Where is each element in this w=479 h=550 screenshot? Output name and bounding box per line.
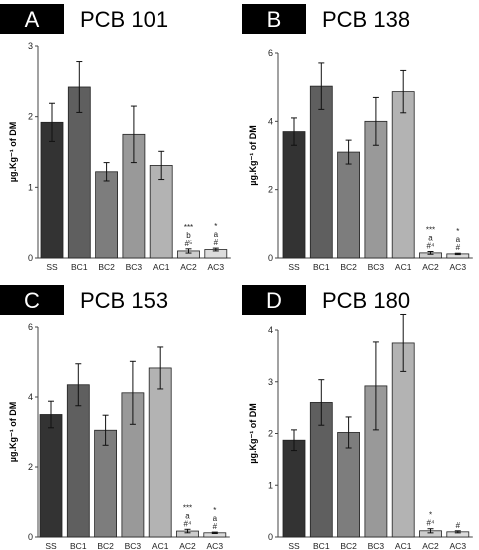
category-label: AC2 bbox=[422, 541, 439, 550]
chart-panel-c: C PCB 153 0 2 4 6 µg.Kg⁻¹ of DM SS BC1 BC2 BC3 AC1 A… bbox=[0, 285, 230, 550]
bar-ac1 bbox=[148, 367, 172, 538]
significance-annotation: a bbox=[428, 234, 433, 243]
y-tick-label: 1 bbox=[268, 480, 273, 490]
bar-ac1 bbox=[391, 91, 415, 259]
category-label: BC1 bbox=[313, 262, 330, 272]
category-label: BC2 bbox=[340, 541, 357, 550]
category-label: BC3 bbox=[126, 262, 143, 272]
significance-annotation: * bbox=[213, 506, 216, 515]
chart-title: PCB 180 bbox=[322, 288, 410, 313]
bar-ss bbox=[282, 439, 306, 538]
significance-annotation: a bbox=[213, 514, 218, 523]
significance-annotation: b bbox=[186, 231, 191, 240]
y-tick-label: 2 bbox=[28, 462, 33, 472]
bar-bc1 bbox=[309, 85, 333, 259]
significance-annotation: *** bbox=[184, 223, 193, 232]
y-tick-label: 0 bbox=[28, 253, 33, 263]
category-label: BC1 bbox=[313, 541, 330, 550]
y-tick-label: 0 bbox=[28, 532, 33, 542]
y-tick-label: 4 bbox=[268, 116, 273, 126]
y-axis-label: µg.Kg⁻¹ of DM bbox=[8, 122, 18, 182]
bar-ac1 bbox=[391, 342, 415, 538]
significance-annotation: #⁴ bbox=[184, 519, 192, 528]
chart-panel-b: B PCB 138 0 2 4 6 µg.Kg⁻¹ of DM SS BC1 BC2 BC3 AC1 A… bbox=[242, 4, 473, 272]
significance-annotation: # bbox=[213, 522, 218, 531]
y-tick-label: 3 bbox=[268, 377, 273, 387]
y-tick-label: 6 bbox=[28, 322, 33, 332]
significance-annotation: #⁴ bbox=[427, 242, 435, 251]
category-label: AC2 bbox=[180, 262, 197, 272]
category-label: BC1 bbox=[71, 262, 88, 272]
significance-annotation: * bbox=[429, 511, 432, 520]
category-label: SS bbox=[288, 541, 300, 550]
y-tick-label: 4 bbox=[268, 325, 273, 335]
y-tick-label: 0 bbox=[268, 253, 273, 263]
panel-letter: C bbox=[24, 288, 40, 313]
significance-annotation: # bbox=[456, 243, 461, 252]
category-label: AC2 bbox=[179, 541, 196, 550]
category-label: AC1 bbox=[395, 541, 412, 550]
significance-annotation: #⁴ bbox=[427, 519, 435, 528]
bar-bc2 bbox=[94, 429, 117, 538]
category-label: AC1 bbox=[153, 262, 170, 272]
category-label: BC2 bbox=[340, 262, 357, 272]
panel-letter-box bbox=[0, 4, 64, 34]
chart-panel-a: A PCB 101 0 1 2 3 µg.Kg⁻¹ of DM SS BC1 BC2 BC3 AC1 A… bbox=[0, 4, 231, 272]
significance-annotation: * bbox=[214, 222, 217, 231]
y-axis-label: µg.Kg⁻¹ of DM bbox=[248, 125, 258, 185]
y-tick-label: 6 bbox=[268, 48, 273, 58]
chart-title: PCB 138 bbox=[322, 7, 410, 32]
category-label: BC2 bbox=[98, 262, 115, 272]
panel-letter: B bbox=[267, 7, 282, 32]
category-label: BC2 bbox=[97, 541, 114, 550]
panel-letter-box bbox=[242, 285, 306, 315]
category-label: AC2 bbox=[422, 262, 439, 272]
significance-annotation: #⁵ bbox=[185, 239, 193, 248]
category-label: SS bbox=[46, 262, 58, 272]
significance-annotation: *** bbox=[183, 503, 192, 512]
y-tick-label: 4 bbox=[28, 392, 33, 402]
category-label: AC3 bbox=[450, 262, 467, 272]
category-label: BC1 bbox=[70, 541, 87, 550]
category-label: BC3 bbox=[125, 541, 142, 550]
y-tick-label: 2 bbox=[268, 185, 273, 195]
category-label: SS bbox=[288, 262, 300, 272]
significance-annotation: a bbox=[185, 511, 190, 520]
y-tick-label: 2 bbox=[268, 429, 273, 439]
category-label: AC1 bbox=[152, 541, 169, 550]
category-label: BC3 bbox=[368, 541, 385, 550]
y-tick-label: 3 bbox=[28, 41, 33, 51]
bar-bc1 bbox=[66, 384, 90, 538]
panel-letter: A bbox=[25, 7, 40, 32]
bar-bc2 bbox=[337, 151, 361, 259]
significance-annotation: # bbox=[214, 238, 219, 247]
category-label: SS bbox=[45, 541, 57, 550]
panel-letter-box bbox=[0, 285, 64, 315]
chart-title: PCB 153 bbox=[80, 288, 168, 313]
y-tick-label: 1 bbox=[28, 182, 33, 192]
significance-annotation: a bbox=[456, 235, 461, 244]
significance-annotation: *** bbox=[426, 226, 435, 235]
y-axis-label: µg.Kg⁻¹ of DM bbox=[248, 403, 258, 463]
bar-ss bbox=[282, 131, 306, 259]
chart-title: PCB 101 bbox=[80, 7, 168, 32]
significance-annotation: # bbox=[456, 521, 461, 530]
category-label: BC3 bbox=[368, 262, 385, 272]
y-tick-label: 2 bbox=[28, 112, 33, 122]
category-label: AC1 bbox=[395, 262, 412, 272]
category-label: AC3 bbox=[207, 541, 224, 550]
category-label: AC3 bbox=[450, 541, 467, 550]
panel-letter: D bbox=[266, 288, 282, 313]
panel-letter-box bbox=[242, 4, 306, 34]
y-tick-label: 0 bbox=[268, 532, 273, 542]
category-label: AC3 bbox=[208, 262, 225, 272]
chart-panel-d: D PCB 180 0 1 2 3 4 µg.Kg⁻¹ of DM SS BC1 BC2 BC3 AC1… bbox=[242, 285, 473, 550]
significance-annotation: a bbox=[214, 230, 219, 239]
significance-annotation: * bbox=[456, 227, 459, 236]
bar-ss bbox=[39, 414, 63, 538]
y-axis-label: µg.Kg⁻¹ of DM bbox=[8, 402, 18, 462]
bar-ss bbox=[40, 121, 64, 259]
bar-bc2 bbox=[95, 171, 118, 259]
